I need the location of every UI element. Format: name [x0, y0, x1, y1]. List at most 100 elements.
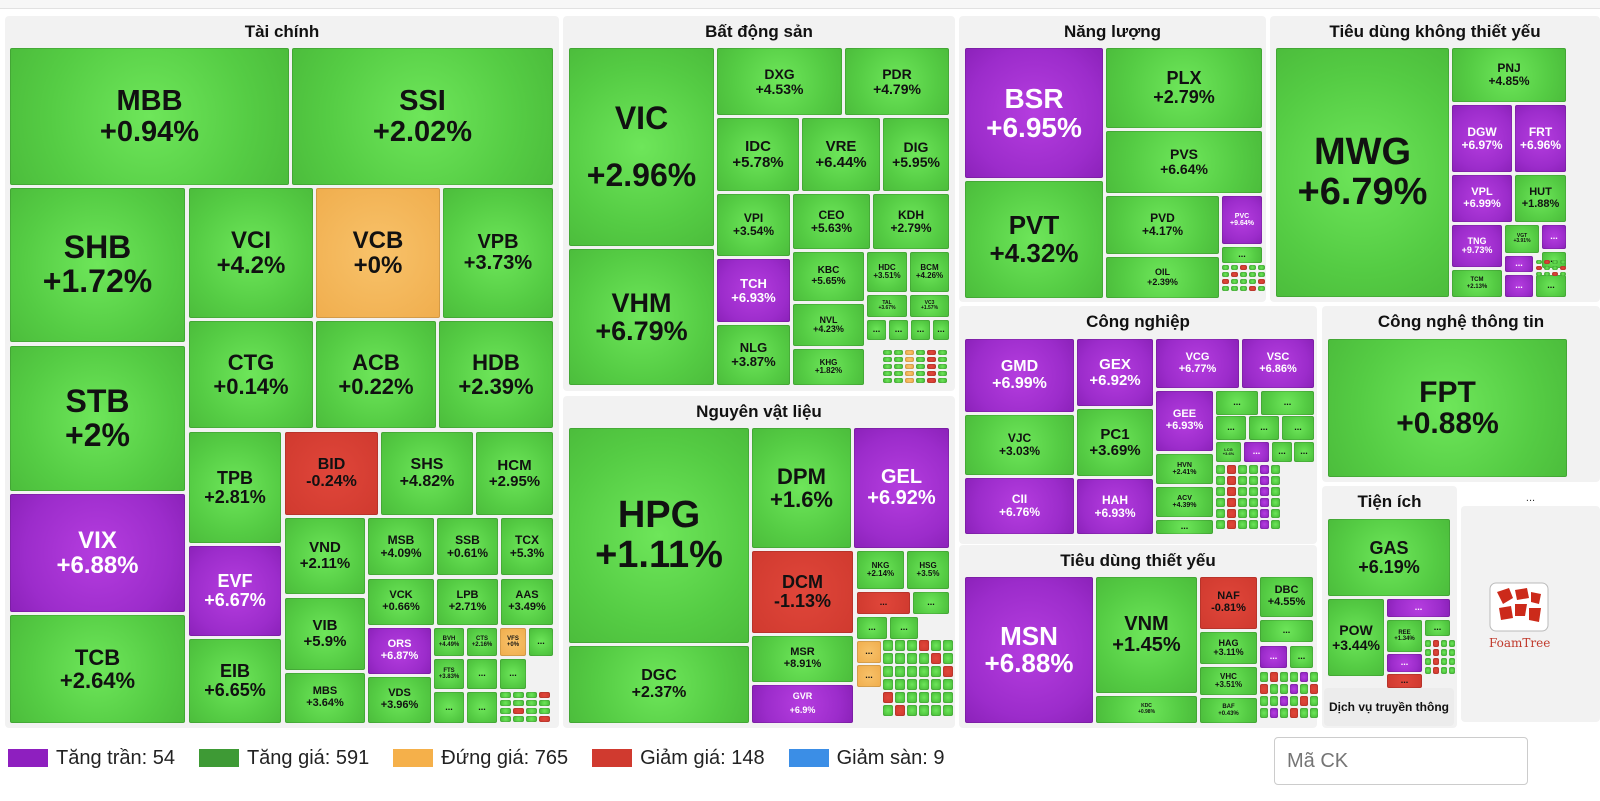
stock-tile-bid[interactable]: BID -0.24%: [285, 432, 378, 515]
more-stocks-tile[interactable]: ...: [857, 641, 881, 663]
stock-tile-khg[interactable]: KHG +1.82%: [793, 349, 864, 385]
more-stocks-tile[interactable]: ...: [1387, 599, 1450, 617]
stock-cell[interactable]: [883, 705, 893, 716]
stock-cell[interactable]: [1290, 708, 1298, 718]
more-stocks-tile[interactable]: ...: [857, 617, 887, 639]
more-stocks-tile[interactable]: ...: [529, 628, 553, 656]
stock-tile-bvh[interactable]: BVH +4.49%: [434, 628, 464, 656]
stock-cell[interactable]: [1449, 640, 1455, 647]
stock-cell[interactable]: [1260, 487, 1269, 496]
stock-cell[interactable]: [905, 357, 914, 362]
stock-cell[interactable]: [1249, 487, 1258, 496]
stock-tile-eib[interactable]: EIB +6.65%: [189, 639, 281, 723]
stock-tile-lcg[interactable]: LCG +3.6%: [1216, 442, 1241, 462]
stock-cell[interactable]: [919, 653, 929, 664]
stock-tile-msn[interactable]: MSN +6.88%: [965, 577, 1093, 723]
stock-tile-gel[interactable]: GEL +6.92%: [854, 428, 949, 548]
sector-title[interactable]: Tiện ích: [1357, 492, 1422, 511]
stock-cell[interactable]: [883, 364, 892, 369]
stock-cell[interactable]: [1290, 696, 1298, 706]
stock-tile-ctg[interactable]: CTG +0.14%: [189, 321, 313, 428]
stock-tile-gas[interactable]: GAS +6.19%: [1328, 519, 1450, 596]
stock-tile-vds[interactable]: VDS +3.96%: [368, 677, 431, 723]
stock-cell[interactable]: [1300, 672, 1308, 682]
stock-cell[interactable]: [894, 378, 903, 383]
stock-tile-pow[interactable]: POW +3.44%: [1328, 599, 1384, 676]
stock-cell[interactable]: [883, 692, 893, 703]
stock-tile-dpm[interactable]: DPM +1.6%: [752, 428, 851, 548]
stock-cell[interactable]: [883, 666, 893, 677]
stock-cell[interactable]: [1560, 266, 1566, 270]
stock-tile-tcx[interactable]: TCX +5.3%: [501, 518, 553, 575]
stock-tile-vfs[interactable]: VFS +0%: [500, 628, 526, 656]
stock-cell[interactable]: [1238, 487, 1247, 496]
stock-cell[interactable]: [883, 357, 892, 362]
stock-tile-bcm[interactable]: BCM +4.26%: [910, 252, 949, 292]
stock-cell[interactable]: [1227, 476, 1236, 485]
more-stocks-tile[interactable]: ...: [857, 665, 881, 687]
stock-tile-vib[interactable]: VIB +5.9%: [285, 598, 365, 670]
stock-cell[interactable]: [938, 357, 947, 362]
more-stocks-tile[interactable]: ...: [933, 320, 949, 340]
stock-tile-cii[interactable]: CII +6.76%: [965, 478, 1074, 534]
stock-tile-vnd[interactable]: VND +2.11%: [285, 518, 365, 594]
stock-cell[interactable]: [931, 653, 941, 664]
stock-cell[interactable]: [513, 692, 524, 698]
stock-tile-hdc[interactable]: HDC +3.51%: [867, 252, 907, 292]
stock-cell[interactable]: [500, 692, 511, 698]
more-stocks-tile[interactable]: ...: [1216, 391, 1258, 415]
stock-cell[interactable]: [907, 666, 917, 677]
stock-cell[interactable]: [931, 640, 941, 651]
stock-cell[interactable]: [1249, 465, 1258, 474]
stock-tile-acb[interactable]: ACB +0.22%: [316, 321, 436, 428]
stock-tile-gee[interactable]: GEE +6.93%: [1156, 391, 1213, 451]
stock-cell[interactable]: [1560, 260, 1566, 264]
stock-tile-hvn[interactable]: HVN +2.41%: [1156, 454, 1213, 484]
stock-cell[interactable]: [1249, 498, 1258, 507]
stock-cell[interactable]: [1249, 279, 1256, 284]
more-stocks-tile[interactable]: ...: [1387, 654, 1422, 672]
stock-cell[interactable]: [916, 350, 925, 355]
stock-tile-vck[interactable]: VCK +0.66%: [368, 579, 434, 625]
stock-cell[interactable]: [1240, 286, 1247, 291]
stock-cell[interactable]: [916, 378, 925, 383]
stock-tile-pvc[interactable]: PVC +9.64%: [1222, 196, 1262, 244]
more-stocks-tile[interactable]: ...: [434, 692, 464, 723]
stock-cell[interactable]: [1258, 265, 1265, 270]
stock-cell[interactable]: [938, 378, 947, 383]
stock-cell[interactable]: [938, 371, 947, 376]
stock-tile-oil[interactable]: OIL +2.39%: [1106, 257, 1219, 298]
more-stocks-tile[interactable]: ...: [1156, 520, 1213, 534]
more-stocks-tile[interactable]: ...: [890, 617, 918, 639]
stock-cell[interactable]: [1300, 708, 1308, 718]
stock-cell[interactable]: [1227, 487, 1236, 496]
stock-tile-vhm[interactable]: VHM +6.79%: [569, 249, 714, 385]
stock-cell[interactable]: [907, 692, 917, 703]
more-stocks-tile[interactable]: ...: [1294, 442, 1314, 462]
stock-cell[interactable]: [1271, 509, 1280, 518]
stock-cell[interactable]: [931, 692, 941, 703]
stock-cell[interactable]: [1227, 465, 1236, 474]
stock-code-search-input[interactable]: [1274, 737, 1528, 785]
stock-tile-ors[interactable]: ORS +6.87%: [368, 628, 431, 674]
stock-cell[interactable]: [1544, 272, 1550, 276]
more-stocks-tile[interactable]: ...: [1272, 442, 1292, 462]
stock-cell[interactable]: [500, 700, 511, 706]
stock-tile-tng[interactable]: TNG +9.73%: [1452, 225, 1502, 267]
stock-cell[interactable]: [1271, 498, 1280, 507]
stock-cell[interactable]: [1227, 520, 1236, 529]
stock-cell[interactable]: [1449, 658, 1455, 665]
stock-cell[interactable]: [916, 357, 925, 362]
stock-cell[interactable]: [1238, 520, 1247, 529]
stock-cell[interactable]: [1433, 640, 1439, 647]
stock-tile-gex[interactable]: GEX +6.92%: [1077, 339, 1153, 406]
more-stocks-tile[interactable]: ...: [1536, 275, 1566, 297]
stock-cell[interactable]: [1552, 266, 1558, 270]
stock-cell[interactable]: [895, 666, 905, 677]
stock-cell[interactable]: [905, 371, 914, 376]
more-stocks-tile[interactable]: ...: [1282, 416, 1314, 440]
stock-cell[interactable]: [883, 640, 893, 651]
stock-cell[interactable]: [1231, 279, 1238, 284]
stock-tile-msb[interactable]: MSB +4.09%: [368, 518, 434, 575]
stock-cell[interactable]: [1560, 272, 1566, 276]
